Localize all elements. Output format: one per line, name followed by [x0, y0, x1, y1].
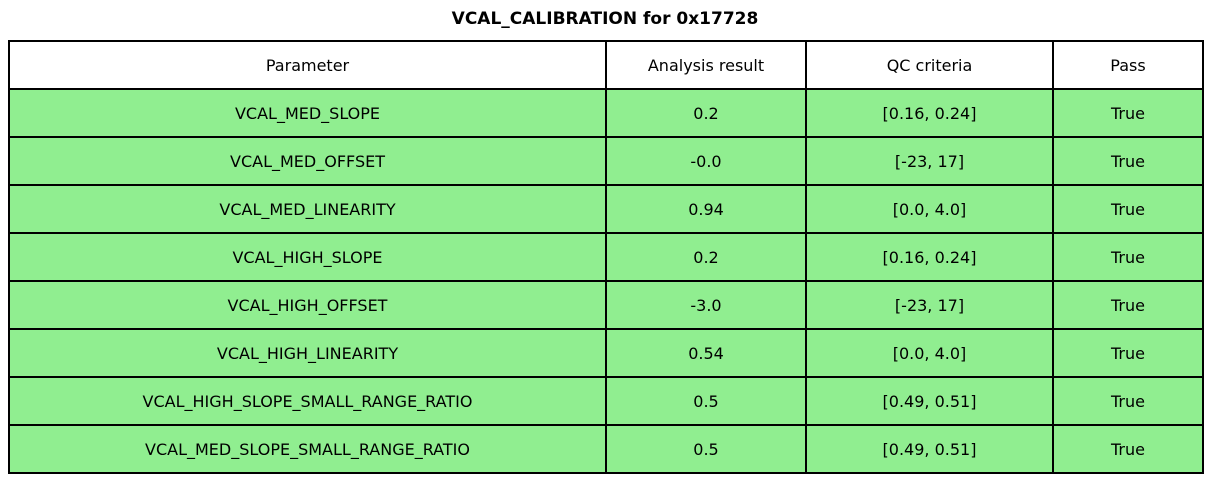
table-row: VCAL_MED_SLOPE 0.2 [0.16, 0.24] True [8, 88, 1204, 138]
table-cell: -0.0 [605, 136, 807, 186]
table-row: VCAL_MED_OFFSET -0.0 [-23, 17] True [8, 136, 1204, 186]
table-row: VCAL_HIGH_SLOPE 0.2 [0.16, 0.24] True [8, 232, 1204, 282]
table-cell: VCAL_MED_OFFSET [8, 136, 607, 186]
table-cell: VCAL_HIGH_OFFSET [8, 280, 607, 330]
table-cell: True [1052, 136, 1204, 186]
table-cell: True [1052, 424, 1204, 474]
column-header: Pass [1052, 40, 1204, 90]
table-cell: VCAL_HIGH_SLOPE [8, 232, 607, 282]
table-cell: 0.2 [605, 88, 807, 138]
table-body: VCAL_MED_SLOPE 0.2 [0.16, 0.24] True VCAL_ME… [8, 88, 1204, 474]
table-row: VCAL_MED_LINEARITY 0.94 [0.0, 4.0] True [8, 184, 1204, 234]
table-row: VCAL_HIGH_LINEARITY 0.54 [0.0, 4.0] True [8, 328, 1204, 378]
table-cell: 0.54 [605, 328, 807, 378]
table-cell: VCAL_MED_SLOPE [8, 88, 607, 138]
table-cell: -3.0 [605, 280, 807, 330]
table-cell: 0.2 [605, 232, 807, 282]
table-row: VCAL_HIGH_SLOPE_SMALL_RANGE_RATIO 0.5 [0.4… [8, 376, 1204, 426]
table-cell: VCAL_MED_LINEARITY [8, 184, 607, 234]
table-cell: [-23, 17] [805, 136, 1054, 186]
table-cell: True [1052, 232, 1204, 282]
table-cell: VCAL_HIGH_SLOPE_SMALL_RANGE_RATIO [8, 376, 607, 426]
column-header: QC criteria [805, 40, 1054, 90]
column-header: Parameter [8, 40, 607, 90]
table-cell: 0.5 [605, 376, 807, 426]
table-cell: True [1052, 280, 1204, 330]
table-cell: [0.0, 4.0] [805, 184, 1054, 234]
figure-title: VCAL_CALIBRATION for 0x17728 [451, 9, 759, 29]
table-cell: 0.94 [605, 184, 807, 234]
table-cell: VCAL_HIGH_LINEARITY [8, 328, 607, 378]
qc-table: Parameter Analysis result QC criteria Pass … [8, 40, 1204, 474]
table-cell: [-23, 17] [805, 280, 1054, 330]
table-cell: [0.49, 0.51] [805, 424, 1054, 474]
table-cell: [0.16, 0.24] [805, 232, 1054, 282]
table-cell: True [1052, 328, 1204, 378]
column-header: Analysis result [605, 40, 807, 90]
table-header: Parameter Analysis result QC criteria Pass [8, 40, 1204, 90]
table-cell: True [1052, 88, 1204, 138]
header-row: Parameter Analysis result QC criteria Pass [8, 40, 1204, 90]
table-cell: [0.0, 4.0] [805, 328, 1054, 378]
table-cell: [0.49, 0.51] [805, 376, 1054, 426]
table-cell: True [1052, 184, 1204, 234]
table-row: VCAL_MED_SLOPE_SMALL_RANGE_RATIO 0.5 [0.49… [8, 424, 1204, 474]
table-cell: VCAL_MED_SLOPE_SMALL_RANGE_RATIO [8, 424, 607, 474]
table-cell: True [1052, 376, 1204, 426]
table-row: VCAL_HIGH_OFFSET -3.0 [-23, 17] True [8, 280, 1204, 330]
table-cell: [0.16, 0.24] [805, 88, 1054, 138]
table-cell: 0.5 [605, 424, 807, 474]
